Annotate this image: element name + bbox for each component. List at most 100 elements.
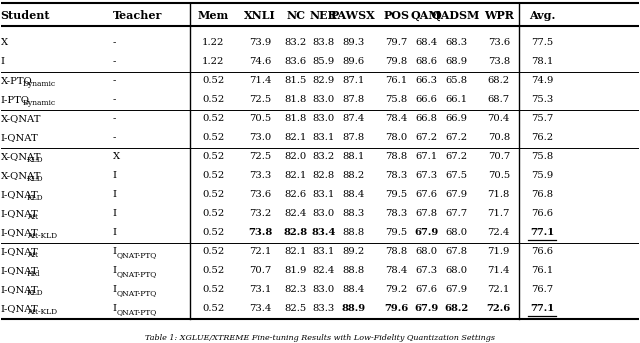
Text: 82.0: 82.0	[285, 152, 307, 161]
Text: 67.9: 67.9	[445, 285, 467, 294]
Text: 0.52: 0.52	[202, 95, 225, 104]
Text: 79.7: 79.7	[385, 38, 408, 47]
Text: 75.9: 75.9	[531, 171, 554, 180]
Text: 0.52: 0.52	[202, 171, 225, 180]
Text: I-QNAT: I-QNAT	[1, 190, 38, 199]
Text: Teacher: Teacher	[113, 11, 162, 22]
Text: 82.1: 82.1	[285, 247, 307, 256]
Text: I-QNAT: I-QNAT	[1, 247, 38, 256]
Text: 82.8: 82.8	[284, 228, 308, 237]
Text: 82.1: 82.1	[285, 171, 307, 180]
Text: 87.8: 87.8	[342, 133, 364, 142]
Text: QADSM: QADSM	[432, 11, 480, 22]
Text: 74.9: 74.9	[531, 76, 554, 85]
Text: 67.3: 67.3	[415, 171, 437, 180]
Text: 87.4: 87.4	[342, 114, 364, 123]
Text: 83.2: 83.2	[285, 38, 307, 47]
Text: 82.8: 82.8	[313, 171, 335, 180]
Text: 70.5: 70.5	[488, 171, 510, 180]
Text: 88.2: 88.2	[342, 171, 364, 180]
Text: 71.4: 71.4	[249, 76, 271, 85]
Text: 83.8: 83.8	[313, 38, 335, 47]
Text: -: -	[113, 114, 116, 123]
Text: 83.1: 83.1	[313, 190, 335, 199]
Text: 73.1: 73.1	[249, 285, 271, 294]
Text: QNAT-PTQ: QNAT-PTQ	[116, 289, 157, 297]
Text: 88.4: 88.4	[342, 285, 364, 294]
Text: 0.52: 0.52	[202, 228, 225, 237]
Text: 88.4: 88.4	[342, 190, 364, 199]
Text: Student: Student	[1, 11, 50, 22]
Text: 82.1: 82.1	[285, 133, 307, 142]
Text: 87.1: 87.1	[342, 76, 364, 85]
Text: 0.52: 0.52	[202, 133, 225, 142]
Text: 67.6: 67.6	[415, 285, 437, 294]
Text: 0.52: 0.52	[202, 190, 225, 199]
Text: 67.6: 67.6	[415, 190, 437, 199]
Text: I: I	[113, 190, 116, 199]
Text: I-QNAT: I-QNAT	[1, 133, 38, 142]
Text: X-PTQ: X-PTQ	[1, 76, 33, 85]
Text: Dynamic: Dynamic	[22, 80, 56, 87]
Text: 78.4: 78.4	[385, 266, 408, 275]
Text: Avg.: Avg.	[529, 11, 556, 22]
Text: XNLI: XNLI	[244, 11, 276, 22]
Text: 67.8: 67.8	[445, 247, 467, 256]
Text: 66.8: 66.8	[415, 114, 437, 123]
Text: 72.5: 72.5	[249, 95, 271, 104]
Text: 88.8: 88.8	[342, 228, 364, 237]
Text: 68.0: 68.0	[415, 247, 437, 256]
Text: I-QNAT: I-QNAT	[1, 304, 38, 313]
Text: 76.2: 76.2	[531, 133, 554, 142]
Text: 67.1: 67.1	[415, 152, 437, 161]
Text: 75.7: 75.7	[531, 114, 554, 123]
Text: I: I	[113, 285, 116, 294]
Text: 83.6: 83.6	[285, 57, 307, 66]
Text: 77.5: 77.5	[531, 38, 554, 47]
Text: Mem: Mem	[198, 11, 229, 22]
Text: 71.8: 71.8	[488, 190, 510, 199]
Text: KLD: KLD	[27, 289, 44, 297]
Text: 88.1: 88.1	[342, 152, 364, 161]
Text: 67.9: 67.9	[445, 190, 467, 199]
Text: 67.2: 67.2	[445, 152, 467, 161]
Text: 70.7: 70.7	[488, 152, 510, 161]
Text: 81.5: 81.5	[285, 76, 307, 85]
Text: Att: Att	[27, 213, 38, 221]
Text: 83.4: 83.4	[312, 228, 336, 237]
Text: 68.0: 68.0	[445, 228, 467, 237]
Text: 78.3: 78.3	[385, 209, 408, 218]
Text: 79.6: 79.6	[385, 304, 409, 313]
Text: 65.8: 65.8	[445, 76, 467, 85]
Text: Dynamic: Dynamic	[22, 99, 56, 107]
Text: NER: NER	[310, 11, 338, 22]
Text: 82.3: 82.3	[285, 285, 307, 294]
Text: 76.7: 76.7	[531, 285, 554, 294]
Text: 68.9: 68.9	[445, 57, 467, 66]
Text: 77.1: 77.1	[530, 304, 554, 313]
Text: 85.9: 85.9	[313, 57, 335, 66]
Text: 67.3: 67.3	[415, 266, 437, 275]
Text: I-QNAT: I-QNAT	[1, 285, 38, 294]
Text: 75.8: 75.8	[531, 152, 554, 161]
Text: 68.2: 68.2	[444, 304, 468, 313]
Text: 73.6: 73.6	[488, 38, 510, 47]
Text: 1.22: 1.22	[202, 38, 225, 47]
Text: KLD: KLD	[27, 194, 44, 202]
Text: 0.52: 0.52	[202, 209, 225, 218]
Text: 0.52: 0.52	[202, 266, 225, 275]
Text: 73.9: 73.9	[249, 38, 271, 47]
Text: 79.5: 79.5	[385, 190, 408, 199]
Text: 74.6: 74.6	[249, 57, 271, 66]
Text: 88.9: 88.9	[341, 304, 365, 313]
Text: Table 1: XGLUE/XTREME Fine-tuning Results with Low-Fidelity Quantization Setting: Table 1: XGLUE/XTREME Fine-tuning Result…	[145, 334, 495, 342]
Text: 68.6: 68.6	[415, 57, 437, 66]
Text: 73.8: 73.8	[488, 57, 510, 66]
Text: 68.0: 68.0	[445, 266, 467, 275]
Text: I: I	[113, 266, 116, 275]
Text: 79.8: 79.8	[385, 57, 408, 66]
Text: 75.3: 75.3	[531, 95, 554, 104]
Text: Att-KLD: Att-KLD	[27, 308, 57, 316]
Text: 73.0: 73.0	[249, 133, 271, 142]
Text: 89.3: 89.3	[342, 38, 364, 47]
